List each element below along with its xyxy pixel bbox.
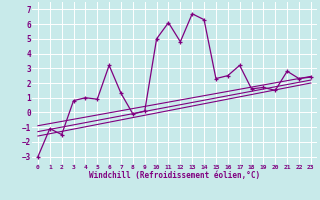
X-axis label: Windchill (Refroidissement éolien,°C): Windchill (Refroidissement éolien,°C) xyxy=(89,171,260,180)
